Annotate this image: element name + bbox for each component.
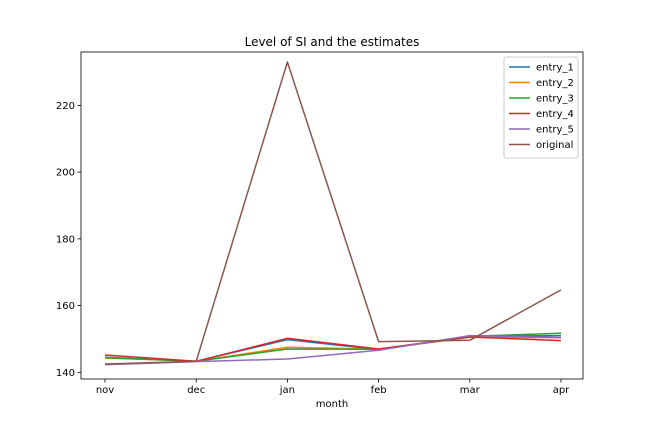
axes <box>80 51 584 380</box>
legend-label-entry_5: entry_5 <box>536 125 574 136</box>
x-tick-label-feb: feb <box>371 385 387 396</box>
legend-label-entry_1: entry_1 <box>536 63 574 74</box>
y-tick-label-160: 160 <box>56 301 75 312</box>
tick-marks: nov dec jan feb mar apr 140 160 180 200 220 <box>56 101 570 396</box>
series-line-original <box>104 61 562 365</box>
series-line-entry_4 <box>104 336 562 363</box>
chart-title: Level of SI and the estimates <box>245 35 420 49</box>
legend-label-entry_2: entry_2 <box>536 78 574 89</box>
series-lines <box>104 61 562 366</box>
y-tick-label-220: 220 <box>56 101 75 112</box>
legend-label-original: original <box>536 140 573 151</box>
legend-label-entry_3: entry_3 <box>536 94 574 105</box>
x-tick-label-nov: nov <box>96 385 114 396</box>
x-tick-label-dec: dec <box>187 385 205 396</box>
legend: entry_1 entry_2 entry_3 entry_4 entry_5origi… <box>503 56 579 159</box>
x-axis-label: month <box>316 399 348 410</box>
y-tick-label-180: 180 <box>56 234 75 245</box>
x-tick-label-jan: jan <box>279 385 295 396</box>
x-tick-label-apr: apr <box>553 385 570 396</box>
legend-label-entry_4: entry_4 <box>536 109 574 120</box>
y-tick-label-200: 200 <box>56 168 75 179</box>
y-tick-label-140: 140 <box>56 368 75 379</box>
plot-frame <box>80 51 584 380</box>
x-tick-label-mar: mar <box>460 385 481 396</box>
